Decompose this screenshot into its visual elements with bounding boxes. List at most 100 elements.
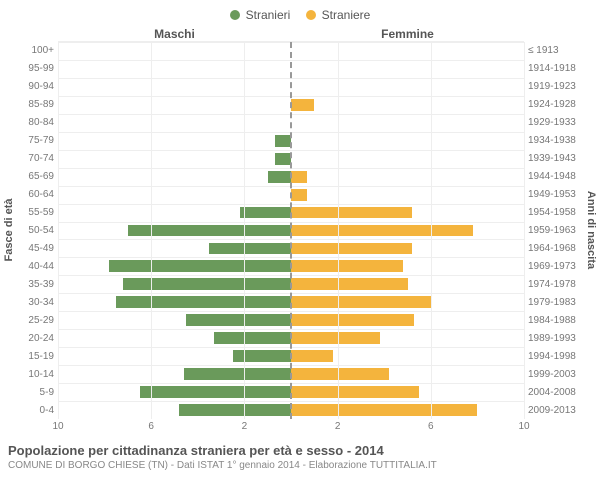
- header-female: Femmine: [291, 27, 524, 41]
- age-tick: 100+: [18, 41, 58, 59]
- bar-male: [268, 171, 291, 183]
- bar-male: [128, 225, 291, 237]
- age-tick: 25-29: [18, 311, 58, 329]
- bar-female: [291, 189, 307, 201]
- age-tick: 35-39: [18, 275, 58, 293]
- bar-female: [291, 243, 412, 255]
- bar-female: [291, 386, 419, 398]
- bar-male: [140, 386, 291, 398]
- gridline: [338, 42, 339, 419]
- bar-male: [109, 260, 291, 272]
- birth-tick: 1929-1933: [524, 113, 582, 131]
- birth-tick: 1964-1968: [524, 239, 582, 257]
- bar-male: [123, 278, 291, 290]
- birth-tick: 1994-1998: [524, 347, 582, 365]
- x-axis: 10622610: [58, 419, 524, 437]
- birth-tick: 1959-1963: [524, 221, 582, 239]
- chart-title: Popolazione per cittadinanza straniera p…: [8, 443, 592, 458]
- legend: Stranieri Straniere: [0, 0, 600, 27]
- bar-female: [291, 171, 307, 183]
- bar-male: [116, 296, 291, 308]
- age-tick: 45-49: [18, 239, 58, 257]
- bar-female: [291, 350, 333, 362]
- age-tick: 85-89: [18, 95, 58, 113]
- x-tick: 6: [148, 421, 154, 432]
- age-tick: 10-14: [18, 365, 58, 383]
- bar-female: [291, 314, 414, 326]
- bar-male: [209, 243, 291, 255]
- bar-female: [291, 296, 431, 308]
- plot-area: [58, 41, 524, 419]
- age-tick: 80-84: [18, 113, 58, 131]
- age-ticks: 100+95-9990-9485-8980-8475-7970-7465-696…: [18, 41, 58, 419]
- x-tick: 2: [242, 421, 248, 432]
- age-tick: 70-74: [18, 149, 58, 167]
- centerline: [290, 42, 292, 419]
- age-tick: 75-79: [18, 131, 58, 149]
- bar-male: [240, 207, 291, 219]
- footer: Popolazione per cittadinanza straniera p…: [0, 437, 600, 471]
- bar-male: [275, 153, 291, 165]
- age-tick: 60-64: [18, 185, 58, 203]
- age-tick: 15-19: [18, 347, 58, 365]
- birth-tick: 1974-1978: [524, 275, 582, 293]
- swatch-male-icon: [230, 10, 240, 20]
- swatch-female-icon: [306, 10, 316, 20]
- age-tick: 95-99: [18, 59, 58, 77]
- birth-tick: 1934-1938: [524, 131, 582, 149]
- x-tick: 10: [52, 421, 63, 432]
- age-tick: 20-24: [18, 329, 58, 347]
- legend-male: Stranieri: [230, 8, 291, 22]
- x-tick: 10: [518, 421, 529, 432]
- bar-male: [184, 368, 291, 380]
- age-tick: 55-59: [18, 203, 58, 221]
- chart-subtitle: COMUNE DI BORGO CHIESE (TN) - Dati ISTAT…: [8, 460, 592, 471]
- birth-tick: 1979-1983: [524, 293, 582, 311]
- birth-tick: 1969-1973: [524, 257, 582, 275]
- gridline: [244, 42, 245, 419]
- birth-tick: ≤ 1913: [524, 41, 582, 59]
- birth-tick: 1954-1958: [524, 203, 582, 221]
- birth-tick: 1914-1918: [524, 59, 582, 77]
- birth-tick: 2004-2008: [524, 383, 582, 401]
- gridline: [58, 42, 59, 419]
- bar-female: [291, 207, 412, 219]
- gridline: [524, 42, 525, 419]
- bar-male: [233, 350, 291, 362]
- bar-female: [291, 278, 408, 290]
- birth-year-ticks: ≤ 19131914-19181919-19231924-19281929-19…: [524, 41, 582, 419]
- bar-female: [291, 332, 380, 344]
- x-tick: 6: [428, 421, 434, 432]
- chart: Fasce di età 100+95-9990-9485-8980-8475-…: [0, 41, 600, 419]
- birth-tick: 2009-2013: [524, 401, 582, 419]
- birth-tick: 1949-1953: [524, 185, 582, 203]
- bar-female: [291, 404, 477, 416]
- birth-tick: 1999-2003: [524, 365, 582, 383]
- age-tick: 50-54: [18, 221, 58, 239]
- legend-male-label: Stranieri: [246, 8, 291, 22]
- age-tick: 0-4: [18, 401, 58, 419]
- bar-female: [291, 225, 473, 237]
- gridline: [431, 42, 432, 419]
- column-headers: Maschi Femmine: [0, 27, 600, 41]
- bar-female: [291, 368, 389, 380]
- y-axis-right-label: Anni di nascita: [582, 41, 600, 419]
- header-male: Maschi: [58, 27, 291, 41]
- birth-tick: 1919-1923: [524, 77, 582, 95]
- birth-tick: 1984-1988: [524, 311, 582, 329]
- gridline: [151, 42, 152, 419]
- bar-male: [214, 332, 291, 344]
- age-tick: 5-9: [18, 383, 58, 401]
- birth-tick: 1944-1948: [524, 167, 582, 185]
- birth-tick: 1989-1993: [524, 329, 582, 347]
- age-tick: 65-69: [18, 167, 58, 185]
- legend-female-label: Straniere: [322, 8, 371, 22]
- bar-male: [186, 314, 291, 326]
- legend-female: Straniere: [306, 8, 371, 22]
- y-axis-left-label: Fasce di età: [0, 41, 18, 419]
- bar-female: [291, 260, 403, 272]
- bar-female: [291, 99, 314, 111]
- birth-tick: 1939-1943: [524, 149, 582, 167]
- x-tick: 2: [335, 421, 341, 432]
- age-tick: 30-34: [18, 293, 58, 311]
